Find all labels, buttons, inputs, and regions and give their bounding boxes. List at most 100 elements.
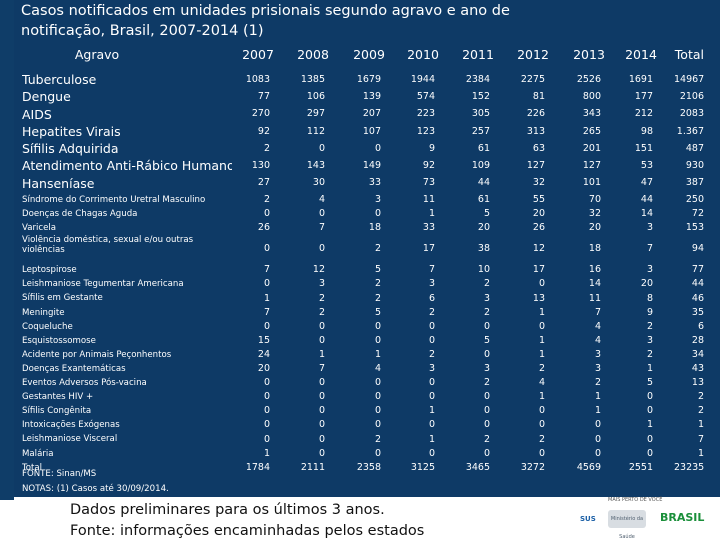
table-cell: 98 [640, 125, 653, 137]
total-cell: 930 [685, 160, 704, 172]
table-cell: 0 [263, 243, 270, 255]
table-cell: 2 [594, 377, 601, 389]
table-cell: 92 [257, 125, 270, 137]
table-cell: 1 [428, 405, 435, 417]
table-cell: 226 [526, 108, 545, 120]
table-cell: 0 [374, 405, 381, 417]
table-cell: 9 [428, 142, 435, 154]
table-cell: 32 [588, 208, 601, 220]
table-cell: 1944 [410, 73, 435, 85]
table-cell: 3125 [410, 461, 435, 473]
table-cell: 574 [416, 90, 435, 102]
page-title: Casos notificados em unidades prisionais… [21, 3, 510, 39]
table-cell: 15 [257, 334, 270, 346]
table-cell: 7 [594, 306, 601, 318]
row-label: Meningite [22, 307, 65, 318]
table-cell: 0 [318, 377, 325, 389]
total-cell: 487 [685, 142, 704, 154]
row-label: AIDS [22, 106, 52, 122]
table-cell: 106 [306, 90, 325, 102]
table-cell: 2 [428, 348, 435, 360]
row-label: Doenças Exantemáticas [22, 363, 126, 374]
table-cell: 0 [538, 419, 545, 431]
table-cell: 1 [428, 433, 435, 445]
row-label: Esquistossomose [22, 335, 96, 346]
table-cell: 70 [588, 194, 601, 206]
row-label: Total [22, 462, 43, 473]
year-header: 2011 [462, 47, 494, 62]
table-cell: 0 [318, 405, 325, 417]
table-cell: 7 [263, 264, 270, 276]
table-cell: 0 [374, 391, 381, 403]
row-label: Malária [22, 448, 54, 459]
table-cell: 3465 [465, 461, 490, 473]
total-cell: 7 [697, 433, 704, 445]
table-cell: 0 [646, 433, 653, 445]
table-cell: 1 [538, 391, 545, 403]
major-disease-labels: Tuberculose Dengue AIDS Hepatites Virais Síf… [22, 71, 232, 192]
table-cell: 207 [362, 108, 381, 120]
table-cell: 343 [582, 108, 601, 120]
table-cell: 18 [588, 243, 601, 255]
total-cell: 13 [691, 377, 704, 389]
table-cell: 3 [646, 334, 653, 346]
table-cell: 5 [483, 208, 490, 220]
table-cell: 3272 [520, 461, 545, 473]
total-cell: 2 [697, 391, 704, 403]
tagline: MAIS PERTO DE VOCÊ [608, 497, 663, 503]
table-cell: 2 [646, 348, 653, 360]
table-cell: 297 [306, 108, 325, 120]
row-label: Hanseníase [22, 175, 95, 191]
table-cell: 81 [532, 90, 545, 102]
total-cell: 6 [697, 320, 704, 332]
table-cell: 143 [306, 160, 325, 172]
table-cell: 11 [422, 194, 435, 206]
table-cell: 800 [582, 90, 601, 102]
table-cell: 2 [263, 194, 270, 206]
row-label: Varicela [22, 223, 57, 234]
total-cell: 1.367 [676, 125, 704, 137]
table-cell: 0 [594, 419, 601, 431]
table-cell: 20 [477, 222, 490, 234]
total-cell: 1 [697, 419, 704, 431]
table-cell: 44 [640, 194, 653, 206]
total-cell: 43 [691, 363, 704, 375]
table-cell: 177 [634, 90, 653, 102]
row-label: Acidente por Animais Peçonhentos [22, 349, 172, 360]
table-cell: 0 [374, 320, 381, 332]
table-cell: 0 [263, 320, 270, 332]
table-cell: 0 [483, 320, 490, 332]
table-cell: 2 [428, 306, 435, 318]
table-cell: 1 [428, 208, 435, 220]
table-cell: 1 [646, 419, 653, 431]
total-cell: 77 [691, 264, 704, 276]
table-cell: 0 [428, 447, 435, 459]
table-cell: 12 [312, 264, 325, 276]
year-header: 2010 [407, 47, 439, 62]
table-cell: 44 [477, 177, 490, 189]
table-cell: 8 [646, 292, 653, 304]
table-cell: 1 [374, 348, 381, 360]
total-cell: 1 [697, 447, 704, 459]
row-label: Síndrome do Corrimento Uretral Masculino [22, 195, 206, 205]
table-cell: 0 [318, 320, 325, 332]
table-cell: 77 [257, 90, 270, 102]
table-cell: 3 [594, 363, 601, 375]
table-cell: 13 [532, 292, 545, 304]
table-cell: 0 [263, 433, 270, 445]
table-cell: 1385 [300, 73, 325, 85]
year-header: 2009 [353, 47, 385, 62]
table-cell: 26 [532, 222, 545, 234]
table-cell: 0 [374, 447, 381, 459]
year-header: 2013 [573, 47, 605, 62]
table-cell: 16 [588, 264, 601, 276]
table-cell: 0 [428, 334, 435, 346]
table-cell: 92 [422, 160, 435, 172]
table-cell: 305 [471, 108, 490, 120]
table-cell: 33 [368, 177, 381, 189]
total-cell: 14967 [674, 73, 705, 85]
table-cell: 20 [257, 363, 270, 375]
table-cell: 5 [483, 334, 490, 346]
table-cell: 127 [526, 160, 545, 172]
table-cell: 33 [422, 222, 435, 234]
